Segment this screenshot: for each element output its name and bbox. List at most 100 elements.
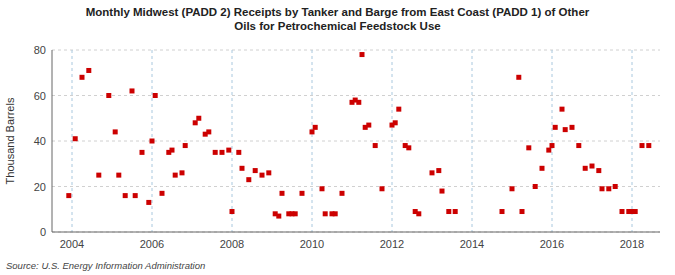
- point: [560, 107, 565, 112]
- point: [183, 143, 188, 148]
- point: [526, 145, 531, 150]
- point: [600, 186, 605, 191]
- y-grid-line: [52, 141, 660, 142]
- point: [373, 143, 378, 148]
- point: [416, 211, 421, 216]
- point: [253, 168, 258, 173]
- point: [116, 173, 121, 178]
- point: [220, 150, 225, 155]
- point: [333, 211, 338, 216]
- source-note: Source: U.S. Energy Information Administ…: [6, 260, 205, 271]
- point: [553, 125, 558, 130]
- point: [173, 173, 178, 178]
- point: [226, 148, 231, 153]
- point: [436, 168, 441, 173]
- point: [236, 150, 241, 155]
- point: [123, 193, 128, 198]
- point: [546, 148, 551, 153]
- y-axis-line: [52, 50, 53, 232]
- point: [146, 200, 151, 205]
- point: [113, 129, 118, 134]
- point: [366, 123, 371, 128]
- point: [323, 211, 328, 216]
- point: [140, 150, 145, 155]
- point: [310, 129, 315, 134]
- y-grid-line: [52, 232, 660, 233]
- point: [73, 136, 78, 141]
- point: [430, 170, 435, 175]
- x-tick-label: 2014: [460, 238, 484, 250]
- point: [276, 214, 281, 219]
- point: [230, 209, 235, 214]
- y-tick-label: 80: [34, 44, 46, 56]
- y-grid-line: [52, 186, 660, 187]
- point: [440, 189, 445, 194]
- point: [606, 186, 611, 191]
- point: [550, 143, 555, 148]
- x-grid-line: [472, 50, 473, 232]
- point: [170, 148, 175, 153]
- point: [133, 193, 138, 198]
- x-grid-line: [312, 50, 313, 232]
- point: [266, 170, 271, 175]
- point: [246, 177, 251, 182]
- x-axis-line: [52, 232, 660, 233]
- point: [533, 184, 538, 189]
- point: [106, 93, 111, 98]
- point: [406, 145, 411, 150]
- point: [640, 143, 645, 148]
- x-grid-line: [632, 50, 633, 232]
- y-tick-label: 0: [40, 226, 46, 238]
- grid: [52, 50, 660, 232]
- point: [596, 168, 601, 173]
- point: [320, 186, 325, 191]
- point: [583, 166, 588, 171]
- x-tick-label: 2012: [380, 238, 404, 250]
- x-grid-line: [72, 50, 73, 232]
- point: [86, 68, 91, 73]
- point: [510, 186, 515, 191]
- point: [66, 193, 71, 198]
- point: [446, 209, 451, 214]
- point: [613, 184, 618, 189]
- x-grid-line: [392, 50, 393, 232]
- point: [80, 75, 85, 80]
- point: [516, 75, 521, 80]
- y-axis-label: Thousand Barrels: [4, 97, 16, 184]
- point: [570, 125, 575, 130]
- point: [240, 166, 245, 171]
- y-tick-label: 60: [34, 90, 46, 102]
- point: [293, 211, 298, 216]
- point: [300, 191, 305, 196]
- point: [396, 107, 401, 112]
- title: Monthly Midwest (PADD 2) Receipts by Tan…: [86, 6, 590, 32]
- point: [590, 164, 595, 169]
- point: [500, 209, 505, 214]
- point: [160, 191, 165, 196]
- x-tick-label: 2004: [60, 238, 84, 250]
- point: [213, 150, 218, 155]
- y-tick-label: 20: [34, 181, 46, 193]
- point: [646, 143, 651, 148]
- y-grid-line: [52, 95, 660, 96]
- x-grid-line: [552, 50, 553, 232]
- point: [393, 120, 398, 125]
- y-grid-line: [52, 50, 660, 51]
- point: [576, 143, 581, 148]
- x-tick-label: 2018: [620, 238, 644, 250]
- point: [633, 209, 638, 214]
- point: [380, 186, 385, 191]
- point: [313, 125, 318, 130]
- point: [356, 100, 361, 105]
- point: [520, 209, 525, 214]
- point: [193, 120, 198, 125]
- point: [130, 88, 135, 93]
- point: [453, 209, 458, 214]
- point: [96, 173, 101, 178]
- point: [340, 191, 345, 196]
- x-tick-label: 2016: [540, 238, 564, 250]
- point: [260, 173, 265, 178]
- point: [620, 209, 625, 214]
- x-tick-label: 2008: [220, 238, 244, 250]
- x-tick-label: 2010: [300, 238, 324, 250]
